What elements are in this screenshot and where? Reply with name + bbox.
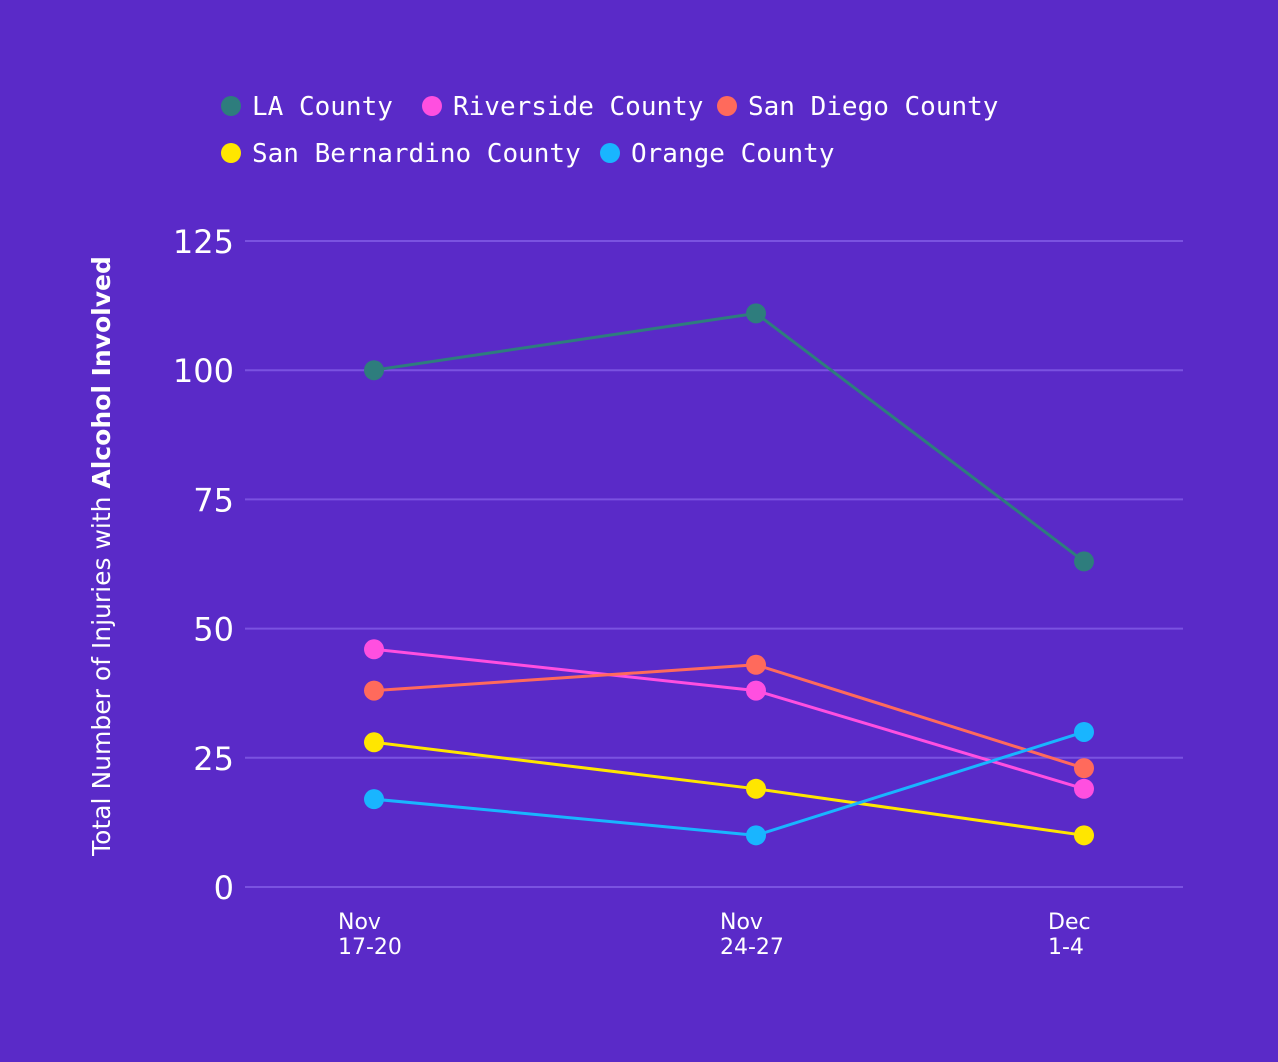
y-tick-label: 50 <box>193 611 234 649</box>
y-axis-ticks: 0 25 50 75 100 125 <box>173 223 234 907</box>
data-point <box>746 825 766 846</box>
legend-marker <box>221 96 241 116</box>
data-point <box>364 360 384 381</box>
legend-label: Riverside County <box>453 92 703 122</box>
y-axis-title-prefix: Total Number of Injuries with <box>87 489 116 857</box>
data-point <box>746 778 766 799</box>
legend-marker <box>600 143 620 163</box>
legend-item: Riverside County <box>422 92 703 122</box>
series <box>364 732 1094 846</box>
y-axis-title: Total Number of Injuries with Alcohol In… <box>87 256 116 857</box>
data-point <box>1074 551 1094 572</box>
data-point <box>1074 758 1094 779</box>
series-group <box>364 303 1094 846</box>
legend-label: Orange County <box>631 139 835 169</box>
series-line <box>373 647 1085 791</box>
series <box>364 721 1094 846</box>
legend-marker <box>422 96 442 116</box>
legend-item: LA County <box>221 92 393 122</box>
data-point <box>1074 721 1094 742</box>
data-point <box>364 732 384 753</box>
legend-item: San Bernardino County <box>221 139 581 169</box>
data-point <box>746 303 766 324</box>
x-axis-ticks: Nov 17-20 Nov 24-27 Dec 1-4 <box>338 910 1091 960</box>
legend-marker <box>717 96 737 116</box>
grid <box>245 240 1183 888</box>
data-point <box>1074 778 1094 799</box>
data-point <box>364 680 384 701</box>
legend-label: LA County <box>252 92 393 122</box>
legend: LA County Riverside County San Diego Count… <box>221 92 998 169</box>
data-point <box>746 680 766 701</box>
y-tick-label: 0 <box>214 869 234 907</box>
data-point <box>746 654 766 675</box>
legend-label: San Bernardino County <box>252 139 581 169</box>
legend-label: San Diego County <box>748 92 998 122</box>
data-point <box>1074 825 1094 846</box>
y-tick-label: 100 <box>173 352 234 390</box>
x-tick-label: Nov 17-20 <box>338 910 402 960</box>
series-line <box>373 663 1085 770</box>
legend-marker <box>221 143 241 163</box>
series <box>364 639 1094 799</box>
x-tick-label: Dec 1-4 <box>1048 910 1091 960</box>
x-tick-label: Nov 24-27 <box>720 910 784 960</box>
series <box>364 303 1094 572</box>
data-point <box>364 639 384 660</box>
legend-item: San Diego County <box>717 92 998 122</box>
y-tick-label: 25 <box>193 740 234 778</box>
y-axis-title-bold: Alcohol Involved <box>87 256 116 488</box>
legend-item: Orange County <box>600 139 835 169</box>
y-tick-label: 75 <box>193 481 234 519</box>
data-point <box>364 789 384 810</box>
series-line <box>373 311 1085 563</box>
y-tick-label: 125 <box>173 223 234 261</box>
series <box>364 654 1094 779</box>
